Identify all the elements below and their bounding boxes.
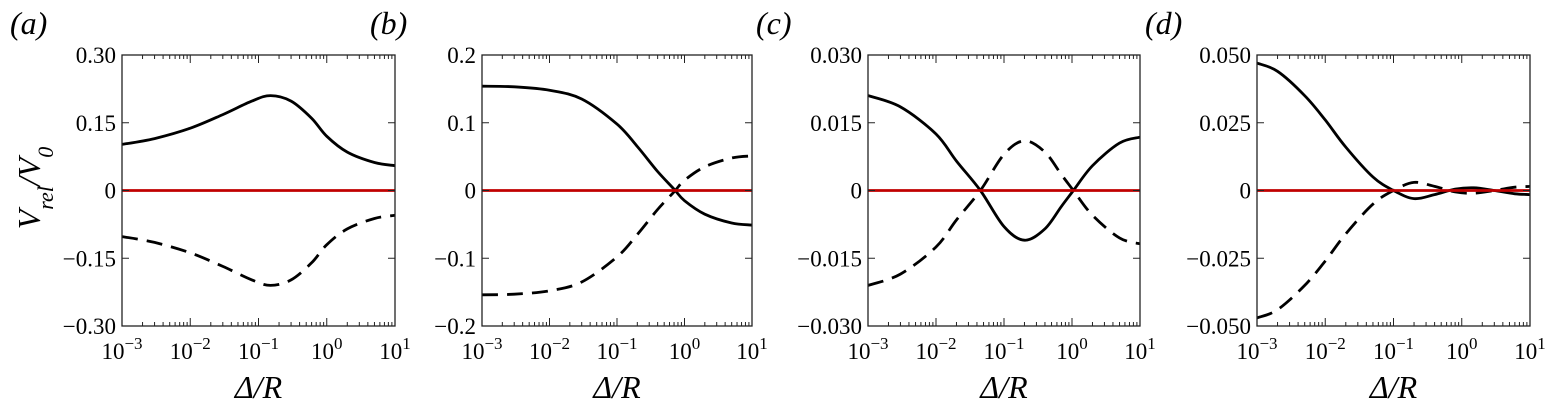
x-tick-label: 10−1 bbox=[1373, 334, 1414, 364]
series-dashed bbox=[121, 213, 396, 287]
series-solid bbox=[481, 84, 753, 227]
x-tick-label: 10−2 bbox=[529, 334, 570, 364]
x-tick-label: 100 bbox=[311, 334, 343, 364]
ylabel-main2: V bbox=[11, 154, 47, 177]
x-axis-title: Δ/R bbox=[1368, 369, 1418, 405]
x-tick-label: 100 bbox=[1446, 334, 1478, 364]
panel-label: (d) bbox=[1145, 5, 1182, 41]
panel-2: (b) 0.2 0.1 0 −0.1 −0.210−3 10−2 10−1 100 101 Δ/R bbox=[370, 5, 768, 405]
series-dashed bbox=[1256, 180, 1531, 320]
ylabel-sub2: 0 bbox=[33, 147, 58, 158]
y-tick-label: 0 bbox=[851, 179, 863, 204]
y-tick-label: 0 bbox=[105, 179, 117, 204]
y-tick-label: 0 bbox=[465, 179, 477, 204]
y-tick-label: −0.015 bbox=[797, 246, 862, 271]
x-tick-label: 100 bbox=[1056, 334, 1088, 364]
series-solid bbox=[867, 94, 1141, 242]
y-tick-label: −0.2 bbox=[434, 314, 476, 339]
y-tick-label: −0.030 bbox=[797, 314, 862, 339]
series-solid bbox=[121, 94, 396, 168]
x-tick-label: 10−2 bbox=[170, 334, 211, 364]
x-tick-label: 101 bbox=[379, 334, 411, 364]
x-tick-label: 10−3 bbox=[847, 334, 888, 364]
y-tick-label: 0.1 bbox=[447, 111, 476, 136]
panel-label: (a) bbox=[10, 5, 47, 41]
x-tick-label: 10−1 bbox=[596, 334, 637, 364]
x-tick-label: 10−3 bbox=[461, 334, 502, 364]
y-tick-label: 0.30 bbox=[76, 43, 116, 68]
x-tick-label: 10−2 bbox=[1305, 334, 1346, 364]
series-dashed bbox=[867, 139, 1141, 287]
x-tick-label: 101 bbox=[1514, 334, 1546, 364]
svg-text:Vrel/V0: Vrel/V0 bbox=[11, 147, 58, 230]
x-tick-label: 101 bbox=[736, 334, 768, 364]
y-tick-label: 0.050 bbox=[1199, 43, 1251, 68]
x-axis-title: Δ/R bbox=[233, 369, 283, 405]
y-tick-label: 0.030 bbox=[810, 43, 862, 68]
panel-label: (c) bbox=[756, 5, 792, 41]
y-tick-label: 0 bbox=[1240, 179, 1252, 204]
x-tick-label: 10−2 bbox=[915, 334, 956, 364]
ylabel-main: V bbox=[11, 206, 47, 229]
y-tick-label: −0.30 bbox=[63, 314, 116, 339]
x-tick-label: 10−1 bbox=[238, 334, 279, 364]
y-tick-label: −0.025 bbox=[1186, 246, 1251, 271]
series-dashed bbox=[481, 154, 753, 297]
y-tick-label: 0.2 bbox=[447, 43, 476, 68]
panel-label: (b) bbox=[370, 5, 407, 41]
ylabel-slash: / bbox=[11, 174, 47, 188]
y-tick-label: −0.1 bbox=[434, 246, 476, 271]
y-tick-label: 0.015 bbox=[810, 111, 862, 136]
y-axis-title: Vrel/V0 bbox=[11, 147, 58, 230]
x-tick-label: 10−3 bbox=[1236, 334, 1277, 364]
y-tick-label: 0.025 bbox=[1199, 111, 1251, 136]
x-tick-label: 10−1 bbox=[983, 334, 1024, 364]
y-tick-label: −0.15 bbox=[63, 246, 116, 271]
x-tick-label: 100 bbox=[669, 334, 701, 364]
x-tick-label: 10−3 bbox=[101, 334, 142, 364]
x-axis-title: Δ/R bbox=[591, 369, 641, 405]
y-tick-label: −0.050 bbox=[1186, 314, 1251, 339]
series-solid bbox=[1256, 61, 1531, 201]
ylabel-sub1: rel bbox=[33, 186, 58, 210]
x-tick-label: 101 bbox=[1124, 334, 1156, 364]
y-tick-label: 0.15 bbox=[76, 111, 116, 136]
x-axis-title: Δ/R bbox=[978, 369, 1028, 405]
